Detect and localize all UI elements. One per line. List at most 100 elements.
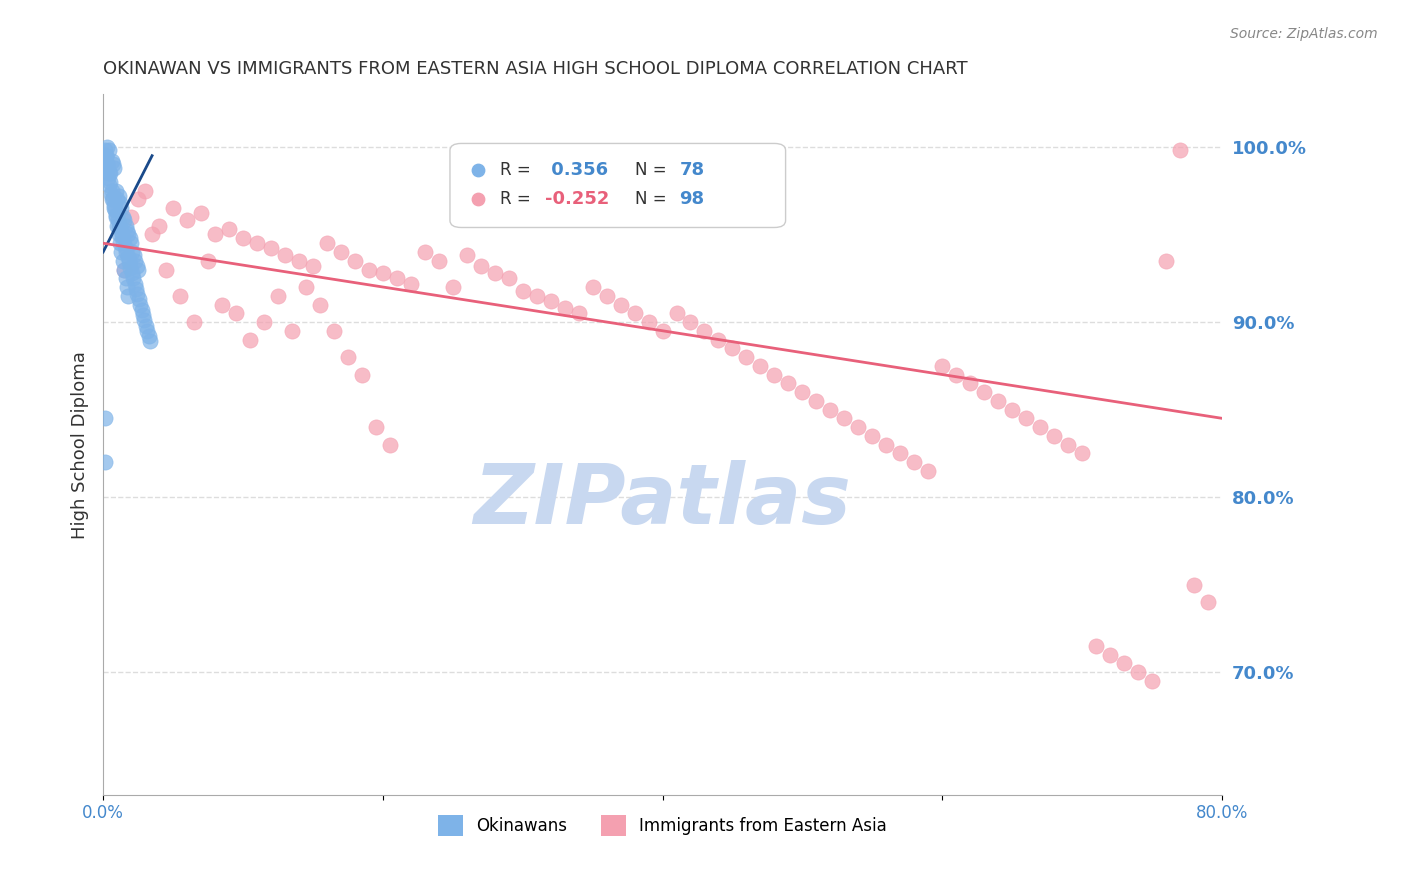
Point [103,201,125,215]
Point [112,262,135,277]
Text: -0.252: -0.252 [546,191,609,209]
Point [111,210,134,224]
Point [96,140,118,154]
Point [135,318,157,333]
Point [105,219,128,233]
Point [122,271,145,285]
Point [987,393,1010,408]
Point [609,297,631,311]
Point [112,262,135,277]
Text: N =: N = [634,161,672,179]
Point [94,455,117,469]
Point [281,324,304,338]
Point [115,224,138,238]
Point [1029,420,1052,434]
Point [302,259,325,273]
Point [190,206,212,220]
Point [778,376,800,391]
Point [1182,577,1205,591]
Point [917,464,939,478]
Point [295,280,318,294]
Point [253,315,276,329]
Point [875,437,897,451]
Point [176,213,198,227]
Point [94,152,117,166]
Point [121,245,143,260]
Point [117,227,139,242]
Point [1168,144,1191,158]
Point [134,313,156,327]
Point [1126,665,1149,680]
Point [1140,673,1163,688]
Point [104,202,127,217]
Point [111,229,134,244]
Point [101,193,124,207]
Point [637,315,659,329]
Point [127,262,149,277]
Point [136,324,159,338]
Point [665,306,688,320]
Point [125,259,148,273]
Point [350,368,373,382]
Point [93,144,115,158]
Point [441,280,464,294]
Point [322,324,344,338]
Text: 98: 98 [679,191,704,209]
Text: Source: ZipAtlas.com: Source: ZipAtlas.com [1230,27,1378,41]
Point [225,306,247,320]
Point [274,248,297,262]
Point [903,455,925,469]
Point [115,280,138,294]
Point [107,213,129,227]
Point [108,196,131,211]
Point [846,420,869,434]
Point [131,302,153,317]
Point [973,385,995,400]
Point [96,157,118,171]
Point [820,402,842,417]
Point [1085,639,1108,653]
Point [1015,411,1038,425]
Point [94,149,117,163]
Point [169,289,191,303]
Text: R =: R = [501,191,536,209]
Point [860,429,883,443]
Point [413,245,436,260]
Point [183,315,205,329]
Point [105,193,128,207]
Point [834,411,856,425]
Point [155,262,177,277]
Point [931,359,953,373]
Point [456,248,478,262]
Point [371,266,394,280]
Point [104,184,127,198]
Point [107,227,129,242]
Point [134,184,156,198]
Point [945,368,967,382]
Point [128,292,150,306]
Point [115,245,138,260]
Point [1154,253,1177,268]
Point [792,385,814,400]
Point [211,297,233,311]
Point [120,210,142,224]
Point [288,253,311,268]
Point [595,289,617,303]
Point [110,201,132,215]
Point [329,245,352,260]
Point [96,161,118,175]
Legend: Okinawans, Immigrants from Eastern Asia: Okinawans, Immigrants from Eastern Asia [432,809,894,842]
Point [121,266,143,280]
Point [763,368,786,382]
Point [162,201,184,215]
Point [315,236,337,251]
Text: 0.356: 0.356 [546,161,609,179]
Point [343,253,366,268]
Point [399,277,422,291]
Point [1043,429,1066,443]
Point [218,222,240,236]
Point [679,315,702,329]
Point [197,253,219,268]
Point [124,253,146,268]
Point [309,297,332,311]
